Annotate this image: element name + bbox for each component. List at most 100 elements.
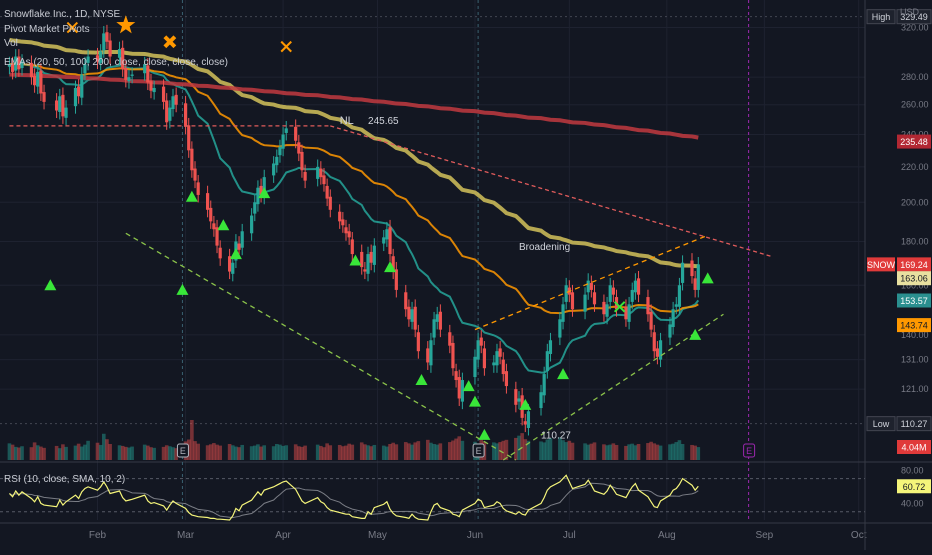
candle-body	[7, 64, 12, 67]
volume-bar	[164, 445, 169, 460]
buy-signal-triangle	[689, 328, 702, 340]
legend-volume: Vol	[4, 38, 22, 49]
candle-body	[542, 374, 546, 396]
candle-body	[476, 340, 480, 360]
candle-body	[281, 134, 285, 149]
volume-bar	[583, 443, 587, 460]
volume-bar	[526, 440, 531, 460]
candle-body	[143, 64, 147, 74]
candle-body	[457, 377, 461, 399]
candle-body	[545, 351, 549, 372]
candle-body	[161, 86, 166, 102]
trend-line-support	[125, 232, 517, 461]
candle-body	[583, 294, 587, 312]
volume-bar	[341, 446, 345, 460]
volume-bar	[451, 440, 455, 460]
ema-200-line	[9, 72, 699, 140]
earnings-marker-label: E	[746, 446, 752, 456]
volume-bar	[542, 442, 546, 460]
candle-body	[602, 301, 606, 315]
candle-body	[58, 96, 62, 112]
volume-bar	[108, 444, 112, 460]
volume-bar	[347, 443, 351, 460]
price-tag-value-bg	[896, 416, 932, 432]
buy-signal-triangle	[185, 190, 198, 202]
rsi-sma-line	[9, 482, 699, 519]
buy-signal-triangle	[478, 428, 491, 440]
candle-body	[14, 56, 18, 71]
neckline-label: NL	[340, 115, 354, 127]
volume-bar	[79, 446, 84, 460]
price-tag-value-bg	[896, 9, 932, 25]
candle-body	[347, 231, 351, 238]
volume-bar	[337, 444, 342, 460]
candle-body	[80, 74, 84, 98]
volume-bar	[366, 445, 370, 460]
candle-body	[39, 70, 43, 94]
volume-bar	[256, 444, 260, 460]
price-tag-value-bg	[897, 257, 931, 272]
volume-bar	[240, 444, 244, 460]
price-tick-label: 160.00	[901, 280, 929, 290]
candle-body	[514, 389, 518, 405]
price-tag-label-bg	[867, 257, 895, 272]
volume-bar	[652, 443, 657, 460]
volume-bar	[561, 440, 565, 460]
volume-bar	[281, 445, 285, 460]
price-tag-value: 169.24	[900, 260, 928, 270]
candle-body	[517, 398, 521, 402]
candle-body	[668, 324, 672, 338]
candle-body	[328, 196, 332, 210]
volume-bar	[95, 442, 100, 460]
volume-bar	[448, 442, 452, 460]
candle-body	[586, 280, 590, 293]
volume-bar	[303, 445, 307, 460]
buy-signal-triangle	[557, 368, 570, 380]
candle-body	[64, 107, 68, 118]
rsi-indicator-label: RSI (10, close, SMA, 10, 2)	[4, 474, 126, 485]
candle-body	[20, 61, 24, 69]
candle-body	[627, 304, 631, 322]
candle-body	[451, 342, 455, 369]
candle-body	[385, 229, 389, 240]
candle-body	[294, 126, 298, 141]
candle-body	[501, 359, 505, 375]
buy-signal-triangle	[349, 254, 362, 266]
volume-bar	[174, 448, 178, 460]
candle-body	[671, 309, 675, 328]
candle-body	[77, 86, 81, 97]
buy-signal-triangle	[176, 283, 189, 295]
candle-body	[212, 223, 216, 230]
volume-bar	[429, 442, 433, 460]
volume-bar	[149, 447, 153, 460]
candle-body	[372, 245, 376, 265]
candle-body	[561, 304, 565, 322]
candle-body	[240, 231, 244, 248]
price-tag-value-bg	[897, 293, 931, 308]
low-value-label: 110.27	[541, 430, 571, 441]
candle-body	[608, 285, 612, 302]
price-tag-value: 143.74	[900, 321, 928, 331]
volume-bar	[344, 445, 348, 460]
volume-bar	[586, 444, 590, 460]
volume-bar	[548, 438, 553, 460]
price-tick-label: 131.00	[901, 355, 929, 365]
volume-bar	[259, 446, 263, 460]
volume-bar	[391, 442, 395, 460]
candle-body	[117, 49, 122, 58]
time-tick-label: Oct	[851, 530, 867, 541]
candle-body	[646, 297, 650, 315]
candle-body	[262, 177, 266, 197]
candle-body	[674, 304, 678, 307]
volume-bar	[152, 447, 156, 460]
volume-bar	[284, 445, 289, 460]
volume-bar	[517, 435, 521, 460]
candle-body	[438, 311, 442, 330]
candle-body	[209, 207, 213, 222]
volume-bar	[668, 444, 672, 460]
volume-bar	[372, 444, 377, 460]
rsi-line	[9, 474, 699, 521]
volume-bar	[20, 446, 24, 460]
